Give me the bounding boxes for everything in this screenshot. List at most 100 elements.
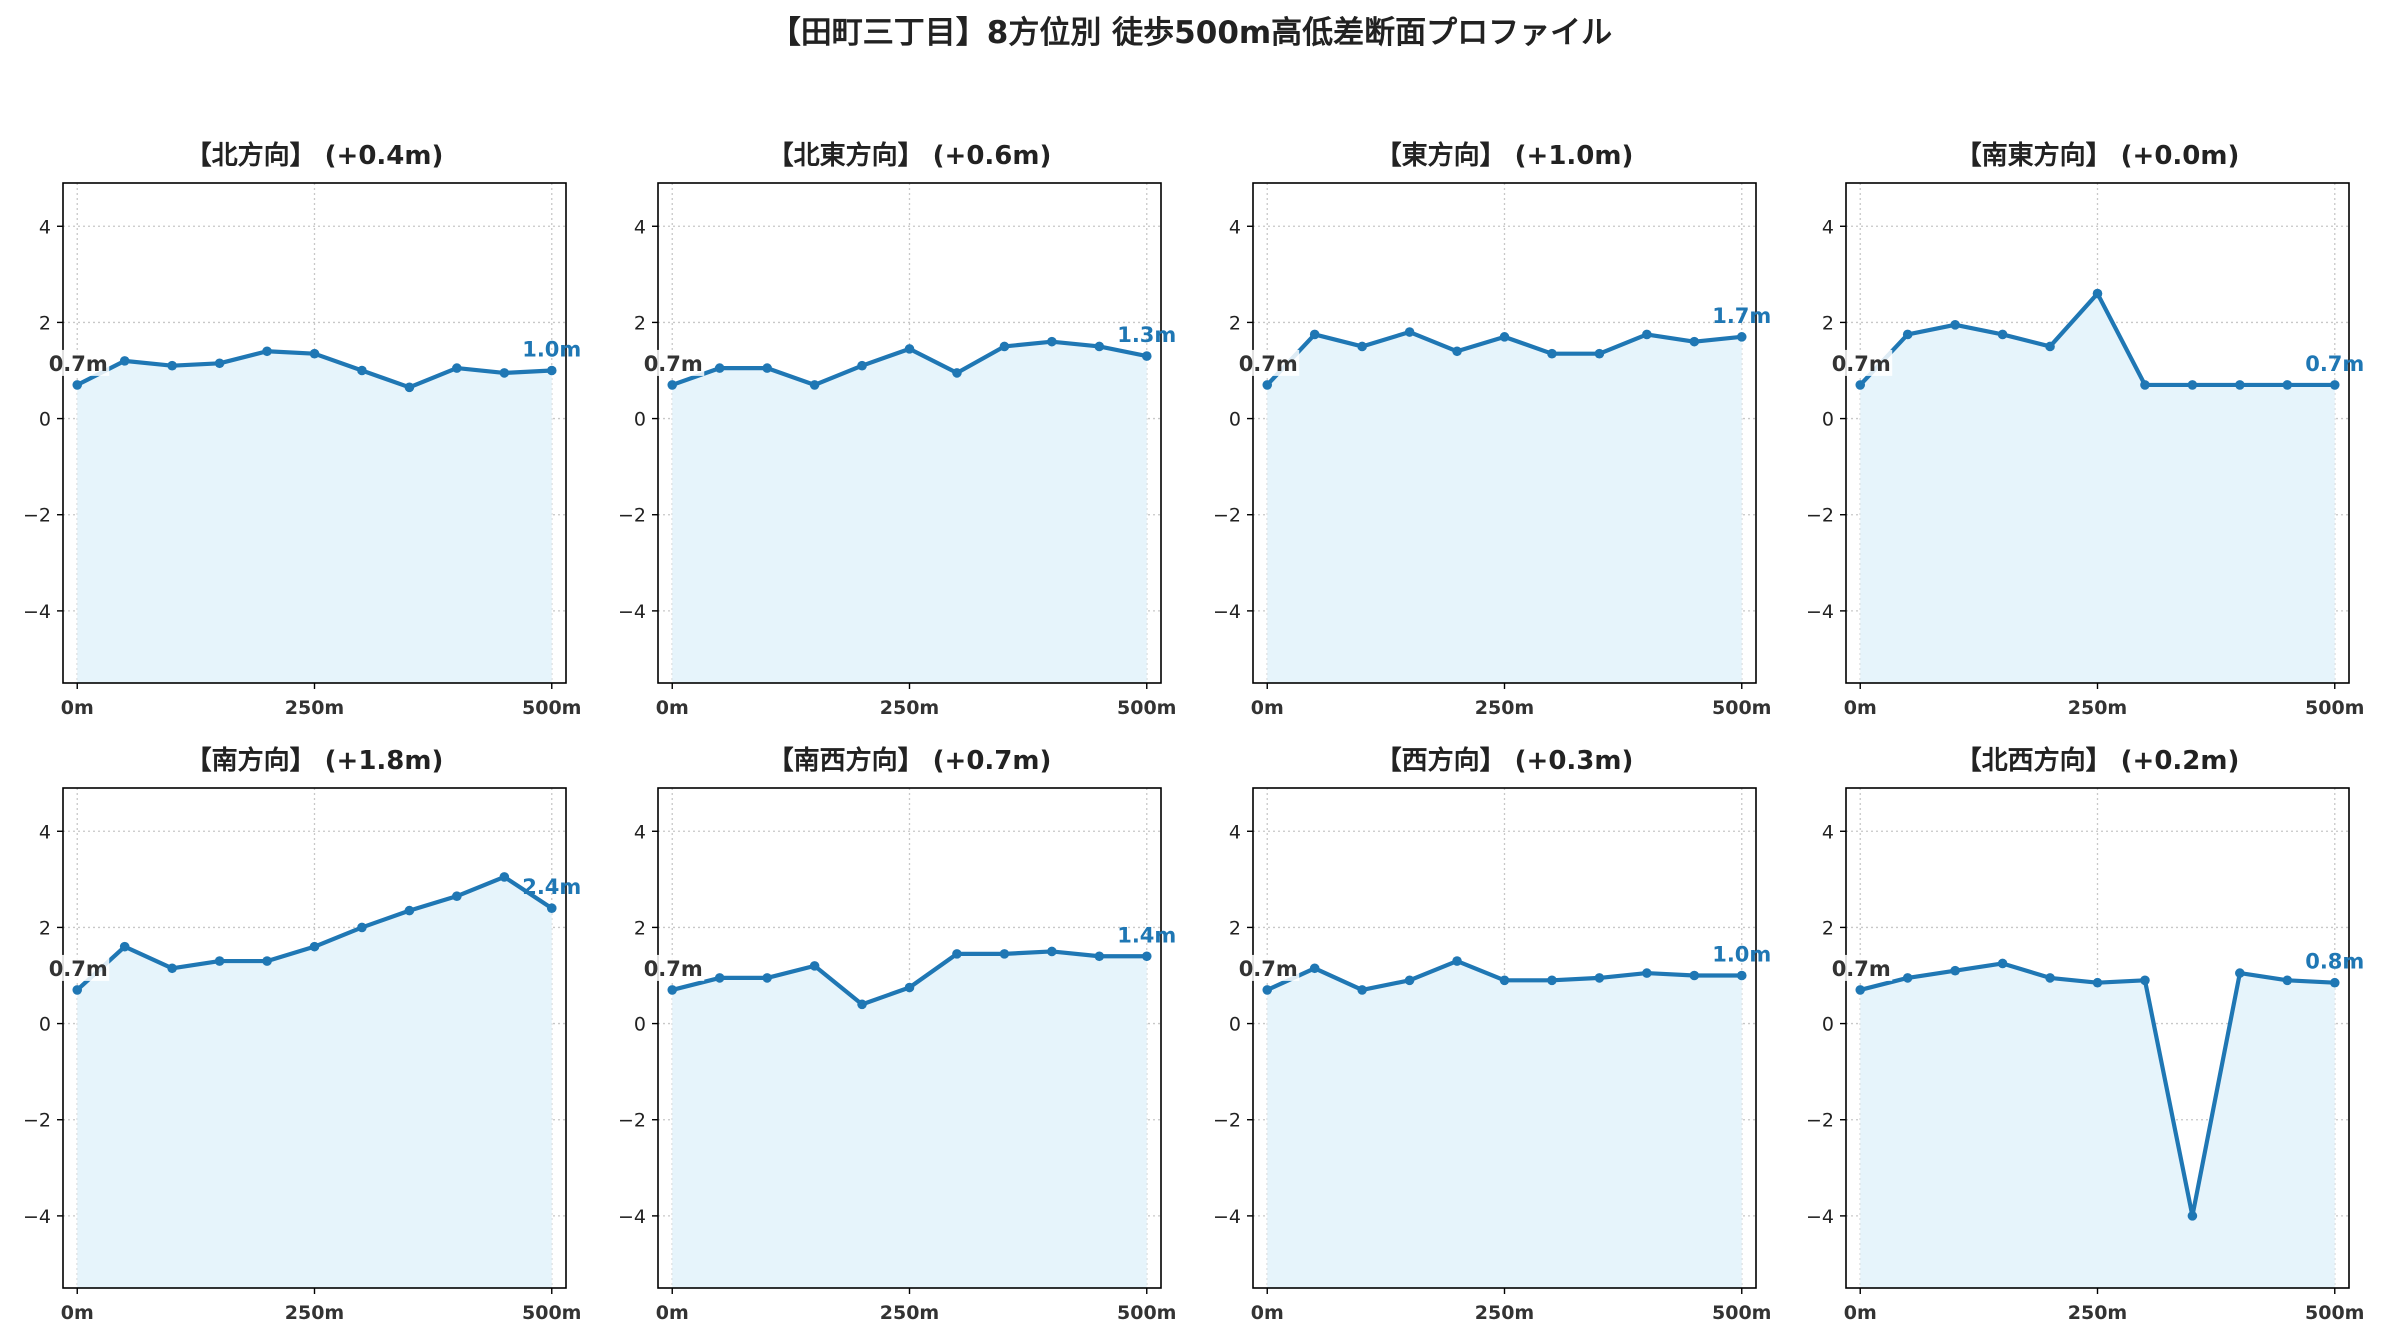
data-point (2140, 975, 2150, 986)
start-label-background (1237, 954, 1300, 981)
x-tick-label: 500m (1712, 697, 1771, 719)
x-tick-label: 250m (285, 697, 344, 719)
elevation-area (1860, 963, 2335, 1288)
x-tick-label: 500m (1712, 1302, 1771, 1324)
data-point (309, 941, 320, 952)
data-point (809, 380, 820, 390)
x-tick-label: 250m (880, 1302, 939, 1324)
y-tick-label: 2 (1822, 312, 1834, 334)
y-tick-label: 0 (39, 409, 51, 431)
data-point (1357, 341, 1367, 352)
data-point (1047, 336, 1057, 347)
subplot-title: 【北方向】 (+0.4m) (186, 140, 444, 171)
y-tick-label: −2 (1806, 1110, 1834, 1132)
elevation-area (672, 951, 1147, 1288)
data-point (999, 341, 1010, 352)
data-point (452, 363, 462, 373)
elevation-area (1860, 293, 2335, 683)
data-point (1452, 956, 1462, 966)
end-elevation-label: 0.8m (2305, 950, 2364, 974)
x-tick-label: 500m (522, 1302, 581, 1324)
x-tick-label: 0m (1844, 697, 1877, 719)
y-tick-label: −4 (23, 1206, 51, 1228)
elevation-area (77, 351, 552, 683)
data-point (2092, 977, 2103, 988)
data-point (2282, 975, 2293, 986)
y-tick-label: −4 (23, 601, 51, 623)
y-tick-label: 2 (1822, 917, 1834, 939)
data-point (72, 380, 83, 390)
data-point (2235, 968, 2245, 978)
x-tick-label: 250m (2068, 697, 2127, 719)
data-point (262, 346, 272, 357)
subplot-title: 【西方向】 (+0.3m) (1376, 745, 1634, 776)
x-tick-label: 250m (880, 697, 939, 719)
data-point (2045, 973, 2055, 983)
data-point (1404, 975, 1415, 986)
subplot-7: 【西方向】 (+0.3m) −4 −2 0 2 4 0m 250m 500m 0.7m 1.0m (1213, 745, 1772, 1324)
x-tick-label: 500m (1117, 697, 1176, 719)
start-label-background (47, 954, 110, 981)
x-tick-label: 500m (522, 697, 581, 719)
data-point (1736, 970, 1747, 981)
end-elevation-label: 1.0m (522, 338, 581, 362)
data-point (167, 963, 177, 974)
start-elevation-label: 0.7m (49, 352, 108, 376)
data-point (714, 973, 725, 983)
start-elevation-label: 0.7m (1239, 957, 1298, 981)
data-point (2140, 380, 2150, 390)
y-tick-label: 0 (634, 1014, 646, 1036)
data-point (262, 956, 272, 966)
y-tick-label: 4 (634, 216, 646, 238)
elevation-area (1267, 332, 1742, 683)
subplot-title: 【東方向】 (+1.0m) (1376, 140, 1634, 171)
y-tick-label: 4 (1229, 821, 1241, 843)
y-tick-label: 2 (1229, 312, 1241, 334)
x-tick-label: 0m (1251, 1302, 1284, 1324)
data-point (1950, 965, 1960, 976)
subplot-2: 【北東方向】 (+0.6m) −4 −2 0 2 4 0m 250m 500m 0.7m 1.3m (618, 140, 1177, 719)
y-tick-label: 4 (1229, 216, 1241, 238)
subplot-8: 【北西方向】 (+0.2m) −4 −2 0 2 4 0m 250m 500m 0.7m 0.8m (1806, 745, 2365, 1324)
data-point (762, 973, 772, 983)
y-tick-label: −2 (23, 1110, 51, 1132)
end-elevation-label: 1.7m (1712, 304, 1771, 328)
data-point (2187, 1211, 2198, 1221)
x-tick-label: 500m (2305, 1302, 2364, 1324)
data-point (1997, 958, 2008, 969)
end-elevation-label: 1.4m (1117, 923, 1176, 947)
x-tick-label: 500m (2305, 697, 2364, 719)
end-elevation-label: 0.7m (2305, 352, 2364, 376)
data-point (1047, 946, 1057, 957)
data-point (667, 380, 678, 390)
data-point (1141, 951, 1152, 962)
start-elevation-label: 0.7m (1239, 352, 1298, 376)
y-tick-label: 2 (39, 312, 51, 334)
data-point (2187, 380, 2198, 390)
data-point (357, 922, 367, 933)
data-point (404, 905, 415, 916)
data-point (2092, 288, 2103, 299)
y-tick-label: 4 (39, 821, 51, 843)
start-label-background (47, 349, 110, 376)
y-tick-label: 0 (1822, 1014, 1834, 1036)
subplot-1: 【北方向】 (+0.4m) −4 −2 0 2 4 0m 250m 500m 0.7m 1.0m (23, 140, 582, 719)
y-tick-label: −4 (618, 1206, 646, 1228)
x-tick-label: 0m (61, 697, 94, 719)
subplot-title: 【南方向】 (+1.8m) (186, 745, 444, 776)
elevation-area (1267, 961, 1742, 1288)
data-point (1902, 973, 1913, 983)
subplot-3: 【東方向】 (+1.0m) −4 −2 0 2 4 0m 250m 500m 0.7m 1.7m (1213, 140, 1772, 719)
data-point (1094, 341, 1105, 352)
data-point (1950, 320, 1960, 330)
y-tick-label: 4 (39, 216, 51, 238)
start-label-background (1237, 349, 1300, 376)
data-point (1997, 329, 2008, 340)
data-point (1855, 985, 1866, 995)
y-tick-label: 0 (1229, 409, 1241, 431)
start-elevation-label: 0.7m (644, 352, 703, 376)
y-tick-label: 0 (634, 409, 646, 431)
x-tick-label: 0m (656, 697, 689, 719)
y-tick-label: −4 (1213, 601, 1241, 623)
